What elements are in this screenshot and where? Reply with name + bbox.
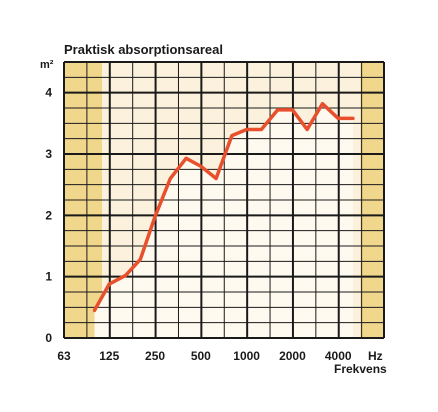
- x-axis-unit: Hz: [368, 349, 383, 363]
- x-tick-label: 2000: [279, 349, 306, 363]
- y-tick-label: 3: [45, 147, 52, 161]
- x-tick-label: 4000: [325, 349, 352, 363]
- y-tick-label: 1: [45, 270, 52, 284]
- x-tick-labels: 63 125 250 500 1000 2000 4000: [57, 349, 352, 363]
- y-tick-label: 4: [45, 86, 52, 100]
- chart-title: Praktisk absorptionsareal: [64, 42, 223, 57]
- series-line: [92, 101, 355, 313]
- x-tick-label: 500: [191, 349, 211, 363]
- x-tick-label: 250: [145, 349, 165, 363]
- y-tick-label: 0: [45, 331, 52, 345]
- x-tick-label: 63: [57, 349, 71, 363]
- x-tick-label: 1000: [233, 349, 260, 363]
- x-axis-label: Frekvens: [334, 362, 387, 376]
- y-axis-unit: m²: [40, 59, 54, 71]
- x-tick-label: 125: [99, 349, 119, 363]
- y-tick-label: 2: [45, 208, 52, 222]
- grid-lines: [63, 61, 385, 339]
- area-under-curve: [94, 103, 353, 338]
- y-tick-labels: 0 1 2 3 4: [45, 86, 52, 345]
